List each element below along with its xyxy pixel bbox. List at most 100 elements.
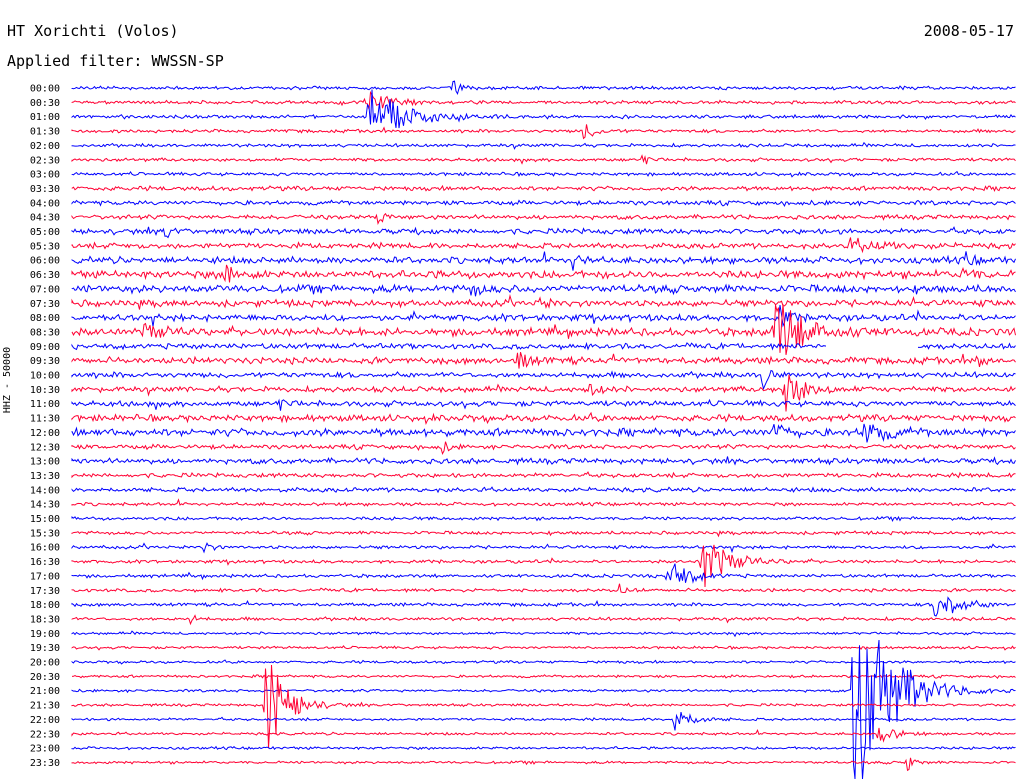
time-tick-label: 21:30 bbox=[30, 701, 60, 712]
seismogram-trace bbox=[71, 141, 1016, 150]
seismogram-trace bbox=[71, 226, 1016, 239]
time-tick-label: 20:00 bbox=[30, 658, 60, 669]
seismogram-trace bbox=[71, 154, 1016, 165]
time-tick-label: 04:00 bbox=[30, 198, 60, 209]
seismogram-trace bbox=[71, 305, 1016, 328]
time-tick-label: 10:00 bbox=[30, 371, 60, 382]
seismogram-trace bbox=[71, 374, 1016, 412]
seismogram-trace bbox=[71, 563, 1016, 584]
seismogram-trace bbox=[71, 645, 1016, 651]
time-tick-label: 13:00 bbox=[30, 457, 60, 468]
seismogram-trace bbox=[71, 124, 1016, 140]
time-tick-label: 15:00 bbox=[30, 514, 60, 525]
seismogram-trace bbox=[71, 212, 1016, 225]
seismogram-trace bbox=[71, 398, 1016, 411]
time-tick-label: 08:00 bbox=[30, 313, 60, 324]
time-tick-label: 11:30 bbox=[30, 414, 60, 425]
seismogram-trace bbox=[71, 251, 1016, 271]
time-tick-label: 06:00 bbox=[30, 256, 60, 267]
time-tick-label: 12:30 bbox=[30, 442, 60, 453]
data-gap bbox=[826, 340, 918, 353]
seismogram-trace bbox=[71, 711, 1016, 731]
time-tick-label: 08:30 bbox=[30, 327, 60, 338]
time-tick-label: 04:30 bbox=[30, 213, 60, 224]
time-tick-label: 02:30 bbox=[30, 155, 60, 166]
seismogram-trace bbox=[71, 471, 1016, 479]
seismogram-trace bbox=[71, 411, 1016, 426]
time-tick-label: 18:30 bbox=[30, 614, 60, 625]
seismogram-trace bbox=[71, 264, 1016, 283]
seismogram-trace bbox=[71, 283, 1016, 297]
seismogram-trace bbox=[71, 530, 1016, 538]
seismogram-trace bbox=[71, 80, 1016, 95]
seismogram-trace bbox=[71, 369, 1016, 391]
time-tick-label: 20:30 bbox=[30, 672, 60, 683]
time-tick-label: 01:30 bbox=[30, 127, 60, 138]
seismogram-trace bbox=[71, 352, 1016, 369]
time-tick-label: 05:00 bbox=[30, 227, 60, 238]
seismogram-trace bbox=[71, 456, 1016, 466]
seismogram-trace bbox=[71, 486, 1016, 494]
seismogram-trace bbox=[71, 664, 1016, 749]
seismogram-trace bbox=[71, 423, 1016, 443]
seismogram-trace bbox=[71, 542, 1016, 554]
record-date: 2008-05-17 bbox=[923, 22, 1014, 40]
seismogram-trace bbox=[71, 199, 1016, 208]
time-tick-label: 03:00 bbox=[30, 170, 60, 181]
seismogram-trace bbox=[71, 441, 1016, 456]
seismogram-trace bbox=[71, 583, 1016, 594]
time-tick-label: 22:30 bbox=[30, 729, 60, 740]
time-tick-label: 09:00 bbox=[30, 342, 60, 353]
time-tick-label: 02:00 bbox=[30, 141, 60, 152]
seismogram-trace bbox=[71, 170, 1016, 178]
time-tick-label: 06:30 bbox=[30, 270, 60, 281]
time-tick-label: 07:00 bbox=[30, 284, 60, 295]
seismogram-trace bbox=[71, 727, 1016, 743]
seismogram-trace bbox=[71, 498, 1016, 507]
time-tick-label: 17:00 bbox=[30, 571, 60, 582]
time-tick-label: 19:00 bbox=[30, 629, 60, 640]
seismogram-trace bbox=[71, 184, 1016, 192]
time-tick-label: 11:00 bbox=[30, 399, 60, 410]
time-tick-label: 03:30 bbox=[30, 184, 60, 195]
time-tick-label: 12:00 bbox=[30, 428, 60, 439]
seismogram-trace bbox=[71, 659, 1016, 665]
seismogram-trace bbox=[71, 544, 1016, 588]
time-tick-label: 16:00 bbox=[30, 543, 60, 554]
seismogram-trace bbox=[71, 90, 1016, 110]
station-title: HT Xorichti (Volos) bbox=[7, 22, 179, 40]
seismogram-trace bbox=[71, 515, 1016, 522]
time-tick-label: 14:00 bbox=[30, 485, 60, 496]
time-tick-label: 22:00 bbox=[30, 715, 60, 726]
filter-label: Applied filter: WWSSN-SP bbox=[7, 52, 224, 70]
time-tick-label: 05:30 bbox=[30, 241, 60, 252]
seismogram-trace bbox=[71, 304, 1016, 355]
seismogram-trace bbox=[71, 674, 1016, 679]
seismogram-trace bbox=[71, 596, 1016, 617]
time-tick-label: 16:30 bbox=[30, 557, 60, 568]
time-tick-label: 13:30 bbox=[30, 471, 60, 482]
seismogram-trace bbox=[71, 293, 1016, 310]
traces bbox=[71, 80, 1016, 780]
time-tick-label: 15:30 bbox=[30, 528, 60, 539]
time-tick-label: 00:00 bbox=[30, 84, 60, 95]
seismogram-trace bbox=[71, 745, 1016, 751]
time-tick-label: 14:30 bbox=[30, 500, 60, 511]
time-tick-label: 01:00 bbox=[30, 112, 60, 123]
time-tick-label: 23:00 bbox=[30, 744, 60, 755]
time-tick-label: 19:30 bbox=[30, 643, 60, 654]
time-tick-label: 07:30 bbox=[30, 299, 60, 310]
seismogram-trace bbox=[71, 639, 1016, 780]
time-tick-label: 00:30 bbox=[30, 98, 60, 109]
time-tick-label: 23:30 bbox=[30, 758, 60, 769]
tick-labels: 00:00 00:30 01:00 01:30 02:00 02:30 03:00 03:30… bbox=[30, 84, 60, 769]
time-tick-label: 10:30 bbox=[30, 385, 60, 396]
time-tick-label: 09:30 bbox=[30, 356, 60, 367]
seismogram-trace bbox=[71, 630, 1016, 638]
time-tick-label: 21:00 bbox=[30, 686, 60, 697]
seismogram-trace bbox=[71, 614, 1016, 626]
seismogram-trace bbox=[71, 89, 1016, 129]
seismogram-trace bbox=[71, 237, 1016, 254]
time-tick-label: 17:30 bbox=[30, 586, 60, 597]
